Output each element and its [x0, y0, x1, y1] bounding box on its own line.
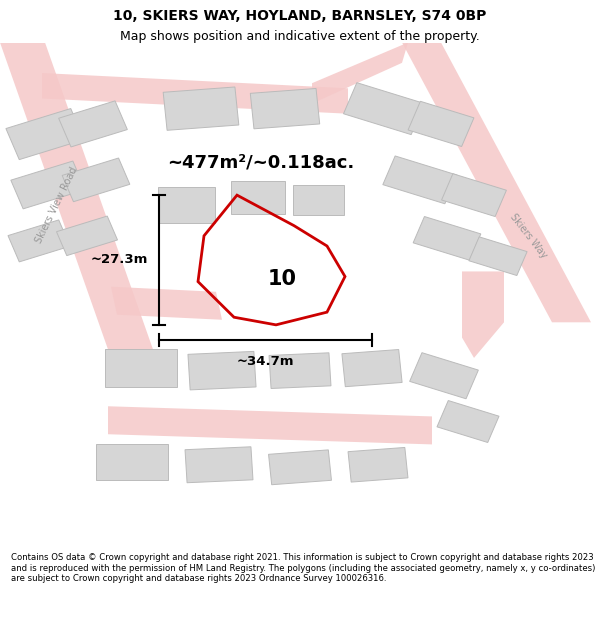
Polygon shape [0, 42, 156, 358]
Polygon shape [111, 287, 222, 320]
Bar [250, 89, 320, 129]
Bar [469, 237, 527, 276]
Text: Skiers Way: Skiers Way [508, 212, 548, 260]
Bar [188, 351, 256, 390]
Bar [59, 101, 127, 147]
Bar [6, 109, 84, 159]
Bar [344, 82, 424, 134]
Text: ~34.7m: ~34.7m [237, 356, 294, 368]
Bar [410, 352, 478, 399]
Bar [231, 181, 285, 214]
Text: ~27.3m: ~27.3m [91, 254, 148, 266]
Polygon shape [42, 73, 348, 114]
Bar [293, 185, 343, 216]
Polygon shape [462, 271, 504, 358]
Bar [413, 216, 481, 260]
Bar [269, 352, 331, 389]
Bar [185, 447, 253, 482]
Bar [442, 174, 506, 216]
Text: Map shows position and indicative extent of the property.: Map shows position and indicative extent… [120, 30, 480, 42]
Bar [163, 87, 239, 130]
Bar [62, 158, 130, 202]
Polygon shape [402, 42, 591, 322]
Polygon shape [108, 406, 432, 444]
Text: Contains OS data © Crown copyright and database right 2021. This information is : Contains OS data © Crown copyright and d… [11, 554, 595, 583]
Polygon shape [312, 42, 408, 104]
Bar [11, 161, 85, 209]
Text: 10: 10 [268, 269, 296, 289]
Bar [8, 220, 70, 262]
Text: 10, SKIERS WAY, HOYLAND, BARNSLEY, S74 0BP: 10, SKIERS WAY, HOYLAND, BARNSLEY, S74 0… [113, 9, 487, 22]
Bar [269, 450, 331, 485]
Bar [437, 401, 499, 442]
Bar [348, 448, 408, 482]
Bar [105, 349, 177, 387]
Bar [408, 101, 474, 146]
Bar [96, 444, 168, 480]
Text: ~477m²/~0.118ac.: ~477m²/~0.118ac. [167, 153, 355, 171]
Bar [56, 216, 118, 256]
Text: Skiers View Road: Skiers View Road [34, 166, 80, 245]
Bar [342, 349, 402, 387]
Bar [383, 156, 457, 204]
Bar [157, 188, 215, 223]
